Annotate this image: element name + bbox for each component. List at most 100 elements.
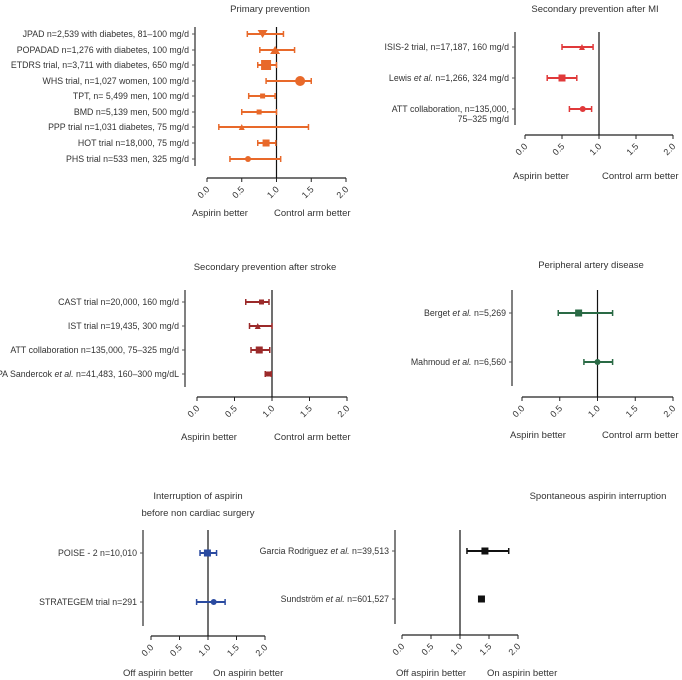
- study-label: Garcia Rodriguez et al. n=39,513: [260, 546, 389, 556]
- point-estimate: [203, 549, 211, 557]
- point-estimate: [245, 156, 252, 162]
- chart-title: Spontaneous aspirin interruption: [530, 491, 667, 502]
- study-row: Garcia Rodriguez et al. n=39,513: [260, 546, 510, 556]
- study-label: POPADAD n=1,276 with diabetes, 100 mg/d: [17, 45, 189, 55]
- footer-right-label: Control arm better: [274, 208, 351, 219]
- study-label-name: CAST trial n=20,000, 160 mg/d: [58, 297, 179, 307]
- x-tick-label: 2.0: [506, 641, 522, 657]
- x-tick-label: 0.5: [419, 641, 435, 657]
- study-label-name: PHS trial n=533 men, 325 mg/d: [66, 154, 189, 164]
- study-label-name: TPT, n= 5,499 men, 100 mg/d: [73, 91, 189, 101]
- forest-panel-5: Spontaneous aspirin interruption 0.0 0.5 1.…: [260, 491, 667, 679]
- study-row: ATT collaboration, n=135,000,75–325 mg/d: [392, 104, 593, 124]
- study-label: POISE - 2 n=10,010: [58, 548, 137, 558]
- chart-title: Secondary prevention after MI: [531, 4, 658, 15]
- study-label-detail: n=601,527: [345, 594, 389, 604]
- study-label: PA Sandercok et al. n=41,483, 160–300 mg…: [0, 369, 179, 379]
- study-label-italic: et al.: [331, 546, 350, 556]
- x-tick-label: 2.0: [253, 642, 269, 658]
- study-row: POISE - 2 n=10,010: [58, 548, 218, 558]
- study-label: PHS trial n=533 men, 325 mg/d: [66, 154, 189, 164]
- x-tick-label: 1.0: [196, 642, 212, 658]
- study-label: CAST trial n=20,000, 160 mg/d: [58, 297, 179, 307]
- study-label-name: PA Sandercok: [0, 369, 55, 379]
- footer-right-label: Control arm better: [274, 432, 351, 443]
- study-label-detail: n=1,266, 324 mg/d: [433, 73, 509, 83]
- x-tick-label: 1.0: [448, 641, 464, 657]
- x-tick-label: 0.0: [513, 141, 529, 157]
- footer-left-label: Off aspirin better: [123, 668, 193, 679]
- point-estimate: [238, 124, 245, 130]
- study-label: ETDRS trial, n=3,711 with diabetes, 650 …: [11, 60, 189, 70]
- study-row: Lewis et al. n=1,266, 324 mg/d: [389, 73, 578, 83]
- study-label: BMD n=5,139 men, 500 mg/d: [74, 107, 189, 117]
- study-label: TPT, n= 5,499 men, 100 mg/d: [73, 91, 189, 101]
- study-label-name: WHS trial, n=1,027 women, 100 mg/d: [43, 76, 190, 86]
- footer-right-label: On aspirin better: [487, 668, 557, 679]
- study-row: ATT collaboration n=135,000, 75–325 mg/d: [10, 345, 271, 355]
- study-label-detail: n=41,483, 160–300 mg/dL: [74, 369, 180, 379]
- study-label-name: JPAD n=2,539 with diabetes, 81–100 mg/d: [23, 29, 189, 39]
- footer-left-label: Aspirin better: [181, 432, 237, 443]
- x-tick-label: 1.5: [298, 403, 314, 419]
- x-tick-label: 2.0: [661, 403, 677, 419]
- study-label-name: ETDRS trial, n=3,711 with diabetes, 650 …: [11, 60, 189, 70]
- x-tick-label: 1.5: [624, 141, 640, 157]
- x-tick-label: 0.5: [230, 184, 246, 200]
- x-tick-label: 1.0: [260, 403, 276, 419]
- footer-left-label: Off aspirin better: [396, 668, 466, 679]
- study-label-name: Berget: [424, 308, 452, 318]
- study-row: TPT, n= 5,499 men, 100 mg/d: [73, 91, 276, 101]
- study-row: POPADAD n=1,276 with diabetes, 100 mg/d: [17, 45, 296, 55]
- point-estimate: [295, 76, 306, 86]
- study-row: ISIS-2 trial, n=17,187, 160 mg/d: [385, 42, 594, 52]
- study-label-italic: et al.: [452, 308, 471, 318]
- study-row: IST trial n=19,435, 300 mg/d: [68, 321, 273, 331]
- study-label: Mahmoud et al. n=6,560: [411, 357, 506, 367]
- study-label-name: POISE - 2 n=10,010: [58, 548, 137, 558]
- study-label: ISIS-2 trial, n=17,187, 160 mg/d: [385, 42, 510, 52]
- point-estimate: [575, 309, 583, 317]
- study-label: ATT collaboration n=135,000, 75–325 mg/d: [10, 345, 179, 355]
- study-label-name: PPP trial n=1,031 diabetes, 75 mg/d: [48, 122, 189, 132]
- point-estimate: [477, 595, 485, 603]
- study-label-italic: et al.: [326, 594, 345, 604]
- footer-left-label: Aspirin better: [513, 171, 569, 182]
- study-label: JPAD n=2,539 with diabetes, 81–100 mg/d: [23, 29, 189, 39]
- x-tick-label: 1.0: [265, 184, 281, 200]
- study-label-italic: et al.: [414, 73, 433, 83]
- study-label-name: ATT collaboration n=135,000, 75–325 mg/d: [10, 345, 179, 355]
- study-row: JPAD n=2,539 with diabetes, 81–100 mg/d: [23, 29, 285, 39]
- x-tick-label: 0.0: [185, 403, 201, 419]
- study-label-name: POPADAD n=1,276 with diabetes, 100 mg/d: [17, 45, 189, 55]
- study-row: HOT trial n=18,000, 75 mg/d: [78, 138, 277, 148]
- x-tick-label: 0.5: [168, 642, 184, 658]
- study-label: IST trial n=19,435, 300 mg/d: [68, 321, 179, 331]
- x-tick-label: 0.0: [510, 403, 526, 419]
- study-label: Berget et al. n=5,269: [424, 308, 506, 318]
- study-row: Mahmoud et al. n=6,560: [411, 357, 614, 367]
- x-tick-label: 1.5: [624, 403, 640, 419]
- forest-panel-4: Interruption of aspirin before non cardia…: [39, 491, 283, 679]
- point-estimate: [578, 44, 585, 50]
- study-row: ETDRS trial, n=3,711 with diabetes, 650 …: [11, 60, 278, 70]
- footer-right-label: On aspirin better: [213, 668, 283, 679]
- chart-title: Secondary prevention after stroke: [194, 262, 337, 273]
- point-estimate: [558, 74, 566, 82]
- study-label: Sundström et al. n=601,527: [281, 594, 389, 604]
- study-row: CAST trial n=20,000, 160 mg/d: [58, 297, 270, 307]
- study-row: WHS trial, n=1,027 women, 100 mg/d: [43, 76, 312, 86]
- study-row: PA Sandercok et al. n=41,483, 160–300 mg…: [0, 369, 272, 379]
- x-tick-label: 2.0: [334, 184, 350, 200]
- study-label: PPP trial n=1,031 diabetes, 75 mg/d: [48, 122, 189, 132]
- study-label-line2: 75–325 mg/d: [458, 114, 509, 124]
- x-tick-label: 0.5: [548, 403, 564, 419]
- study-label-name: Sundström: [281, 594, 326, 604]
- x-tick-label: 0.5: [223, 403, 239, 419]
- study-label: Lewis et al. n=1,266, 324 mg/d: [389, 73, 509, 83]
- forest-panel-1: Secondary prevention after MI 0.0 0.5 1.0 1.…: [385, 4, 679, 182]
- study-row: PHS trial n=533 men, 325 mg/d: [66, 154, 282, 164]
- point-estimate: [579, 106, 586, 112]
